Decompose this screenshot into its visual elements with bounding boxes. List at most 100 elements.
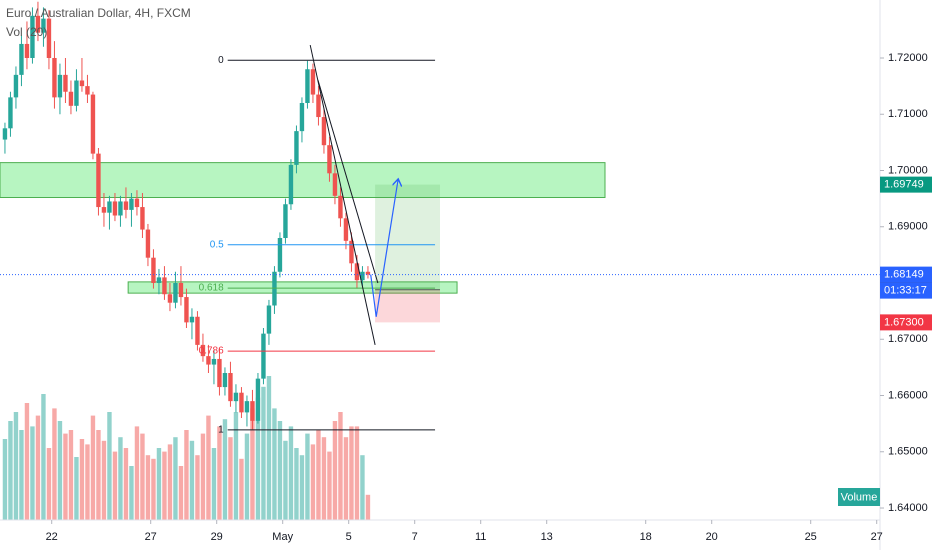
x-tick-label: 22 [46,531,58,543]
volume-bar [327,451,332,520]
volume-bar [222,419,228,520]
candle-body [206,356,211,365]
volume-bar [118,437,123,520]
volume-bar [90,415,96,520]
volume-bar [250,408,255,520]
y-tick-label: 1.67000 [888,333,928,345]
volume-bar [134,426,140,520]
candle-body [228,373,233,402]
volume-bar [233,412,239,520]
x-tick-label: 27 [145,531,157,543]
volume-bar [206,415,211,520]
candle-body [305,69,310,103]
candle-body [74,80,79,106]
volume-bar [129,466,134,520]
price-tag: 1.69749 [884,179,924,191]
volume-bar [123,448,129,520]
candle-body [96,153,101,208]
volume-bar [266,376,272,520]
volume-bar [211,448,217,520]
volume-bar [46,448,52,520]
volume-bar [305,433,310,520]
candle-body [52,57,57,98]
price-tag-box [880,176,932,193]
volume-bar [57,421,63,520]
trendline [317,79,379,284]
candle-body [327,145,332,174]
candle-body [283,204,288,239]
candle-body [30,15,35,58]
fib-label: 1 [218,424,224,435]
volume-bar [112,451,118,520]
volume-bar [239,458,244,520]
volume-bar [35,415,41,520]
volume-bar [365,494,371,520]
candle-body [140,207,145,230]
fib-label: 0 [218,55,224,66]
indicator-title: Vol (20) [6,25,47,39]
x-tick-label: 18 [640,531,652,543]
plot-area: 0 0.5 0.618 0.786 1 [0,1,880,520]
position-target [375,184,440,290]
x-tick-label: 11 [475,531,486,543]
volume-bar [261,386,266,520]
fib-label: 0.5 [210,239,224,250]
price-tag: 1.67300 [884,316,924,328]
x-tick-label: 5 [346,531,352,543]
volume-bar [96,430,101,520]
volume-bar [189,440,195,520]
fib-label: 0.786 [199,346,224,357]
volume-bar [85,444,90,520]
volume-bar [162,451,167,520]
volume-bar [316,430,321,520]
volume-label: Volume [841,491,878,503]
volume-bar [195,455,200,520]
x-tick-label: 20 [706,531,718,543]
position-stop [375,289,440,323]
candle-body [294,131,299,165]
candle-body [261,333,266,379]
candle-body [332,173,338,196]
volume-bar [8,421,13,520]
candle-body [189,316,195,323]
candle-body [19,43,24,75]
candle-body [310,69,316,95]
candle-body [222,373,228,388]
y-tick-label: 1.64000 [888,502,928,514]
volume-bar [24,403,30,520]
volume-bar [63,433,68,520]
volume-bar [217,426,222,520]
volume-bar [41,394,46,520]
candle-body [151,257,156,284]
candle-body [156,277,162,284]
fib-label: 0.618 [199,283,224,294]
volume-bar [178,466,184,520]
candle-body [178,283,184,298]
candle-body [35,15,41,33]
trendline [309,44,376,345]
symbol-title: Euro / Australian Dollar, 4H, FXCM [6,6,191,20]
candle-body [288,164,294,205]
x-tick-label: 25 [805,531,817,543]
candle-body [277,238,283,272]
candle-body [8,97,13,129]
y-tick-label: 1.65000 [888,446,928,458]
zone [0,162,606,199]
countdown-box [880,282,932,299]
y-tick-label: 1.66000 [888,389,928,401]
volume-bar [349,426,354,520]
x-tick-label: May [272,531,293,543]
candle-body [41,18,46,33]
candle-body [354,263,360,281]
volume-bar [200,433,206,520]
candle-body [343,218,349,241]
volume-bar [255,397,261,520]
volume-bar [321,437,327,520]
candle-body [321,117,327,146]
last-price-tag-box [880,266,932,283]
candle-body [145,229,151,258]
volume-bar [156,448,162,520]
candle-body [13,74,19,98]
volume-bar [19,430,24,520]
axes: 1.640001.650001.660001.670001.680001.690… [46,52,932,543]
